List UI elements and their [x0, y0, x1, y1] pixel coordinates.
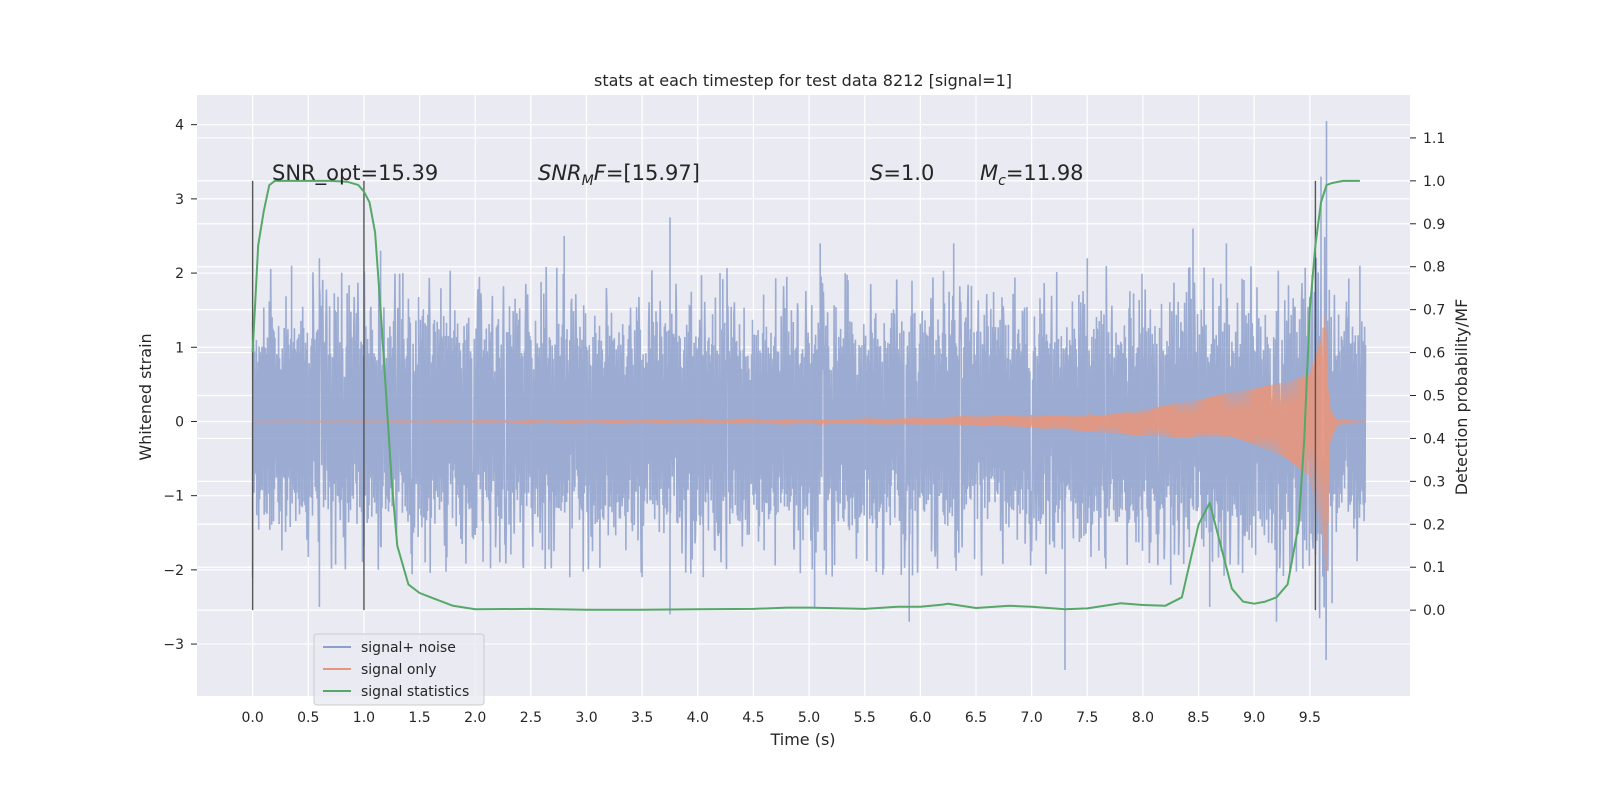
annotation-snr-opt: SNR_opt=15.39	[272, 161, 438, 186]
y-tick-label-4: 4	[175, 118, 184, 134]
y2-tick-label-0-5: 0.5	[1423, 389, 1445, 405]
x-axis-label: Time (s)	[769, 730, 835, 749]
series-signal-only-line	[252, 315, 1366, 574]
legend-label-signal-statistics: signal statistics	[361, 684, 469, 700]
x-tick-label-8-5: 8.5	[1187, 710, 1209, 726]
x-tick-label-2-5: 2.5	[520, 710, 542, 726]
x-tick-label-8-0: 8.0	[1132, 710, 1154, 726]
y-tick-label-2: 2	[175, 266, 184, 282]
y2-tick-label-1-0: 1.0	[1423, 174, 1445, 190]
x-tick-label-9-5: 9.5	[1299, 710, 1321, 726]
x-tick-label-3-5: 3.5	[631, 710, 653, 726]
chart-title: stats at each timestep for test data 821…	[594, 71, 1012, 90]
y-axis-label: Whitened strain	[136, 333, 155, 460]
x-tick-label-7-0: 7.0	[1021, 710, 1043, 726]
x-tick-label-7-5: 7.5	[1076, 710, 1098, 726]
y-tick-label-minus-2: −2	[163, 563, 184, 579]
legend: signal+ noise signal only signal statist…	[313, 633, 485, 706]
x-tick-label-6-0: 6.0	[909, 710, 931, 726]
x-tick-label-1-0: 1.0	[353, 710, 375, 726]
x-tick-label-2-0: 2.0	[464, 710, 486, 726]
x-tick-label-0-5: 0.5	[297, 710, 319, 726]
y-tick-label-1: 1	[175, 340, 184, 356]
y2-tick-label-0-1: 0.1	[1423, 560, 1445, 576]
x-tick-label-5-5: 5.5	[854, 710, 876, 726]
x-tick-label-3-0: 3.0	[575, 710, 597, 726]
y-tick-label-0: 0	[175, 414, 184, 430]
x-tick-label-6-5: 6.5	[965, 710, 987, 726]
x-tick-label-4-0: 4.0	[687, 710, 709, 726]
y2-tick-label-0-2: 0.2	[1423, 517, 1445, 533]
y2-tick-label-1-1: 1.1	[1423, 131, 1445, 147]
y2-tick-label-0-8: 0.8	[1423, 260, 1445, 276]
y2-axis-label: Detection probability/MF	[1452, 299, 1471, 496]
x-tick-label-1-5: 1.5	[408, 710, 430, 726]
y-tick-label-minus-3: −3	[163, 637, 184, 653]
legend-box	[313, 633, 485, 706]
legend-label-signal-noise: signal+ noise	[361, 640, 456, 656]
annotation-s: S=1.0	[870, 161, 934, 185]
x-tick-label-5-0: 5.0	[798, 710, 820, 726]
legend-label-signal-only: signal only	[361, 662, 436, 678]
y2-tick-label-0-7: 0.7	[1423, 303, 1445, 319]
y-tick-label-3: 3	[175, 192, 184, 208]
y2-tick-label-0-4: 0.4	[1423, 431, 1445, 447]
y-tick-label-minus-1: −1	[163, 489, 184, 505]
y2-tick-label-0-6: 0.6	[1423, 346, 1445, 362]
x-tick-label-9-0: 9.0	[1243, 710, 1265, 726]
y2-tick-label-0-0: 0.0	[1423, 603, 1445, 619]
x-tick-label-0-0: 0.0	[242, 710, 264, 726]
annotation-snr-mf: SNRMF=[15.97]	[538, 161, 700, 189]
series-signal-statistics-line	[251, 179, 1360, 611]
y2-tick-label-0-3: 0.3	[1423, 474, 1445, 490]
annotation-mc: Mc=11.98	[980, 161, 1084, 189]
x-tick-label-4-5: 4.5	[742, 710, 764, 726]
y2-tick-label-0-9: 0.9	[1423, 217, 1445, 233]
